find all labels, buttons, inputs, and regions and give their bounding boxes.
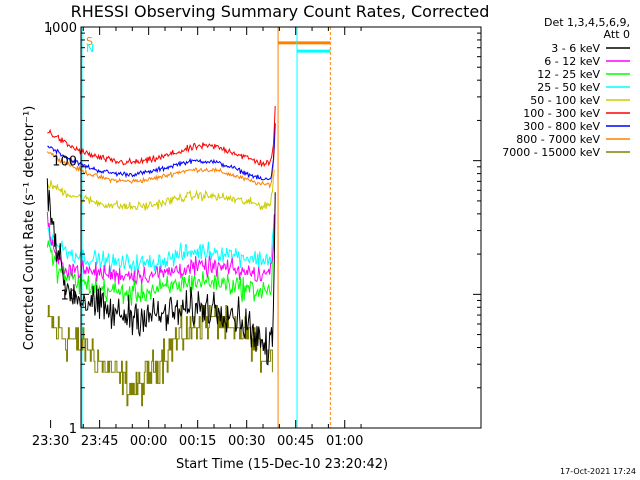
y-tick-label-0: 1: [69, 422, 77, 437]
x-axis-label: Start Time (15-Dec-10 23:20:42): [176, 457, 388, 472]
legend-header-1: Det 1,3,4,5,6,9,: [544, 16, 630, 29]
legend-label-3: 25 - 50 keV: [537, 81, 600, 94]
legend-label-5: 100 - 300 keV: [523, 107, 600, 120]
marker-label-0: S: [86, 35, 93, 48]
legend-label-4: 50 - 100 keV: [530, 94, 600, 107]
x-tick-label-5: 00:45: [277, 434, 314, 449]
y-tick-label-2: 100: [52, 155, 77, 170]
legend-label-0: 3 - 6 keV: [551, 42, 600, 55]
series-line-4: [46, 169, 275, 211]
series-line-7: [46, 125, 276, 189]
x-tick-label-6: 01:00: [326, 434, 363, 449]
legend-label-8: 7000 - 15000 keV: [502, 146, 600, 159]
footer-timestamp: 17-Oct-2021 17:24: [560, 467, 636, 476]
y-tick-label-1: 10: [60, 288, 77, 303]
x-tick-label-1: 23:45: [81, 434, 118, 449]
marker-label-1: N: [86, 42, 94, 55]
x-tick-label-2: 00:00: [130, 434, 167, 449]
legend-label-1: 6 - 12 keV: [544, 55, 600, 68]
y-axis-label: Corrected Count Rate (s⁻¹ detector⁻¹): [22, 106, 37, 351]
legend-label-6: 300 - 800 keV: [523, 120, 600, 133]
series-line-0: [46, 178, 276, 366]
series-line-5: [47, 105, 276, 168]
legend-label-7: 800 - 7000 keV: [516, 133, 600, 146]
chart-title: RHESSI Observing Summary Count Rates, Co…: [71, 2, 490, 21]
series-line-1: [46, 211, 275, 286]
series-line-6: [47, 123, 276, 181]
x-tick-label-3: 00:15: [179, 434, 216, 449]
plot-frame: [80, 26, 482, 429]
series-line-2: [46, 237, 275, 306]
series-line-8: [47, 305, 273, 407]
legend-header-2: Att 0: [604, 28, 630, 41]
plot-border: [80, 26, 482, 429]
axis-ticks: 1 10 100 1000 23:30 23:45 00:00 00:15 00:30 00:45…: [32, 21, 481, 449]
plot-data: SN: [46, 27, 331, 428]
legend-label-2: 12 - 25 keV: [537, 68, 600, 81]
x-tick-label-0: 23:30: [32, 434, 69, 449]
y-tick-label-3: 1000: [44, 21, 77, 36]
x-tick-label-4: 00:30: [228, 434, 265, 449]
